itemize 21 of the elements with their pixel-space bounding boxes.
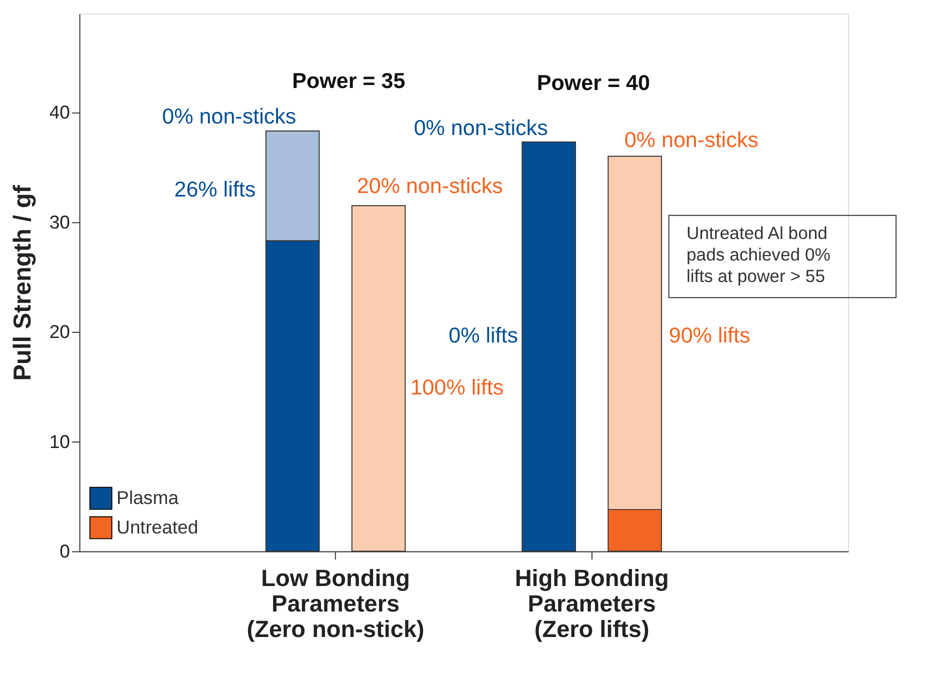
y-axis-title: Pull Strength / gf [10,184,37,381]
annotation: 0% non-sticks [414,116,548,140]
annotation: Power = 40 [536,71,650,95]
y-tick-label: 20 [49,321,70,342]
text: High Bonding Parameters (Zero lifts) [514,565,669,642]
annotation: 26% lifts [174,178,256,202]
annotation: 0% non-sticks [624,128,758,152]
y-tick-label: 0 [60,540,70,562]
text: Low Bonding Parameters (Zero non-stick) [246,565,424,642]
legend-label: Plasma [116,487,180,508]
annotation: 0% non-sticks [162,104,296,128]
annotation: 20% non-sticks [356,174,503,198]
y-tick-label: 40 [49,102,70,123]
annotation: 100% lifts [410,376,504,400]
annotation: 0% lifts [448,324,518,348]
y-tick-label: 30 [49,211,70,232]
annotation: Untreated Al bond pads achieved 0% lifts at power > 55 [686,222,831,286]
legend-label: Untreated [116,516,198,538]
annotation: 90% lifts [668,324,750,348]
annotation: Power = 35 [292,69,406,94]
y-tick-label: 10 [49,430,70,452]
